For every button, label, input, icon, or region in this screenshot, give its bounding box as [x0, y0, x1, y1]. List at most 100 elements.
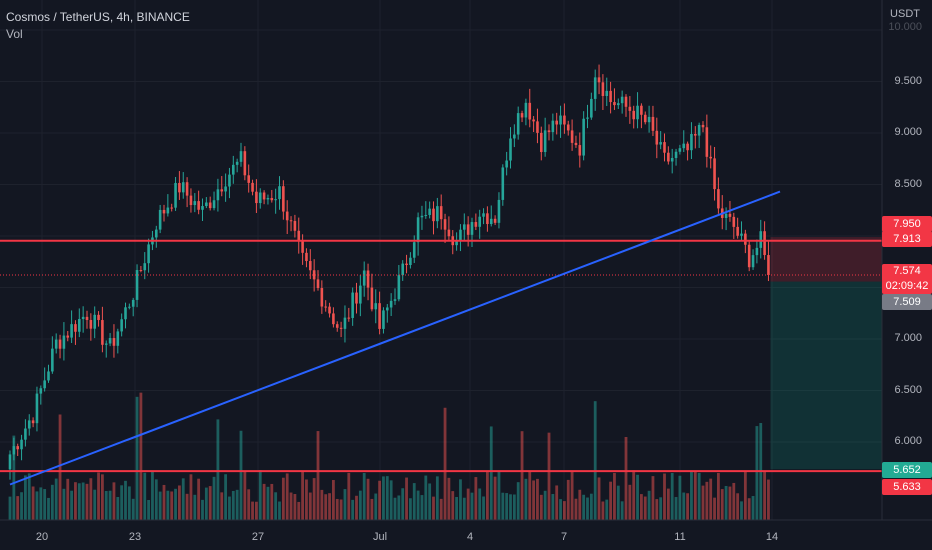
candle-body: [717, 189, 720, 209]
price-badge-last-price: 7.574 02:09:42: [882, 264, 932, 294]
candle-body: [31, 420, 35, 424]
volume-bar: [532, 480, 535, 520]
volume-bar: [412, 483, 416, 520]
volume-bar: [143, 472, 147, 520]
price-badge-level-5652: 5.652: [882, 462, 932, 478]
candle-body: [39, 388, 43, 394]
volume-bar: [270, 483, 274, 520]
candle-body: [185, 182, 189, 196]
volume-bar: [666, 488, 670, 520]
volume-bar: [767, 479, 770, 520]
volume-bar: [335, 498, 339, 520]
candle-body: [582, 118, 585, 156]
volume-bar: [24, 475, 27, 520]
candle-body: [285, 211, 289, 221]
candle-body: [482, 213, 485, 217]
candle-body: [270, 197, 274, 201]
candle-body: [378, 303, 381, 329]
volume-bar: [524, 478, 528, 520]
volume-bar: [47, 497, 50, 520]
volume-bar: [539, 494, 543, 520]
drawing-lines: [0, 190, 882, 486]
candle-body: [147, 244, 150, 264]
volume-bar: [135, 396, 139, 520]
candle-body: [135, 270, 139, 300]
candle-body: [58, 339, 62, 349]
candle-body: [436, 206, 439, 222]
candle-body: [332, 313, 335, 325]
volume-bar: [39, 487, 43, 520]
candle-body: [409, 257, 412, 266]
candle-body: [116, 331, 120, 346]
volume-bar: [216, 419, 220, 520]
volume-bar: [197, 478, 201, 520]
trend-line: [9, 190, 781, 486]
volume-bar: [289, 492, 293, 520]
candle-body: [605, 90, 609, 97]
candle-body: [597, 77, 601, 83]
candle-body: [617, 103, 620, 106]
candle-body: [301, 240, 304, 253]
candle-body: [593, 77, 597, 99]
candle-body: [478, 216, 481, 227]
volume-bar: [328, 493, 331, 520]
volume-bar: [316, 431, 320, 520]
time-tick-label: 20: [35, 531, 49, 543]
price-badge-level-7950: 7.950: [882, 216, 932, 232]
candle-body: [570, 130, 574, 143]
volume-bar: [559, 499, 562, 520]
candle-body: [247, 175, 250, 183]
candle-body: [428, 208, 431, 215]
candle-body: [282, 186, 285, 212]
candle-body: [359, 285, 362, 304]
candle-body: [174, 182, 177, 208]
volume-bar: [593, 401, 597, 520]
symbol-title[interactable]: Cosmos / TetherUS, 4h, BINANCE: [6, 10, 190, 24]
candle-body: [170, 207, 173, 209]
volume-bar: [489, 426, 493, 520]
time-tick-label: 7: [560, 531, 568, 543]
candle-body: [447, 229, 451, 237]
time-tick-label: 14: [765, 531, 779, 543]
volume-bar: [455, 497, 458, 520]
volume-bar: [20, 492, 23, 520]
volume-bar: [405, 477, 408, 520]
volume-bar: [104, 490, 108, 520]
candle-body: [124, 307, 127, 320]
volume-bar: [224, 474, 227, 520]
candle-body: [97, 314, 100, 321]
volume-bar: [247, 489, 251, 520]
volume-bar: [747, 498, 751, 520]
candle-body: [636, 105, 639, 120]
volume-bar: [343, 489, 347, 520]
candle-body: [258, 192, 262, 204]
candle-body: [335, 324, 339, 328]
volume-bar: [239, 430, 243, 520]
candle-body: [543, 130, 547, 153]
candle-body: [767, 255, 770, 276]
volume-bar: [12, 435, 16, 520]
candle-body: [486, 213, 489, 225]
candle-body: [493, 218, 497, 223]
candle-body: [278, 186, 281, 200]
volume-bar: [420, 495, 424, 520]
volume-bar: [501, 492, 505, 520]
price-axis-unit[interactable]: USDT: [890, 8, 920, 20]
volume-indicator-label[interactable]: Vol: [6, 27, 23, 41]
volume-bar: [312, 478, 316, 520]
volume-bar: [713, 497, 716, 520]
candle-body: [66, 335, 70, 338]
volume-bar: [297, 501, 301, 520]
candle-body: [620, 96, 624, 104]
volume-bar: [705, 481, 709, 520]
candle-body: [697, 124, 701, 136]
volume-bar: [158, 491, 162, 520]
volume-bar: [728, 486, 732, 520]
chart-legend: Cosmos / TetherUS, 4h, BINANCE Vol: [6, 9, 190, 43]
candle-body: [709, 156, 712, 159]
volume-bar: [389, 480, 393, 520]
volume-bar: [447, 477, 451, 520]
volume-bar: [97, 472, 100, 520]
candle-body: [686, 143, 689, 151]
